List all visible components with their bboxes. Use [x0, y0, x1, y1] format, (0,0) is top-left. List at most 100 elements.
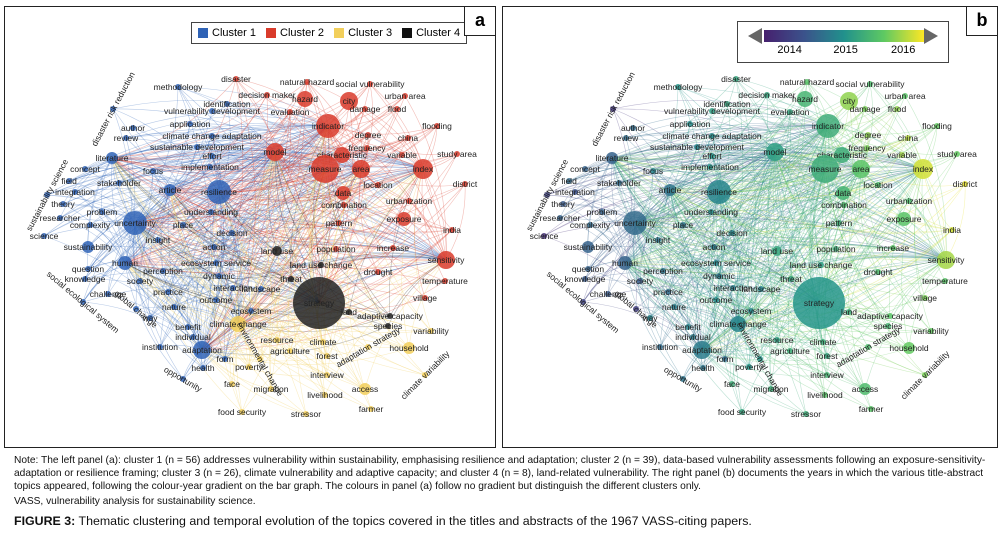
- edge-line: [624, 262, 689, 328]
- edge-line: [735, 151, 776, 413]
- node-insight: [155, 237, 161, 243]
- edge-line: [710, 209, 947, 261]
- node-label: adaptive capacity: [857, 311, 923, 321]
- node-theory: [60, 201, 66, 207]
- edge-line: [124, 189, 171, 264]
- node-label: disaster: [221, 74, 251, 84]
- node-label: forest: [316, 351, 338, 361]
- edge-line: [582, 191, 720, 303]
- edge-line: [89, 224, 239, 325]
- node-label: challenge: [90, 289, 127, 299]
- edge-line: [611, 139, 924, 170]
- edge-line: [701, 341, 824, 356]
- edge-line: [702, 168, 924, 369]
- edge-line: [360, 168, 466, 187]
- edge-line: [133, 222, 161, 348]
- node-label: species: [874, 321, 903, 331]
- edge-line: [134, 184, 379, 228]
- tick-2015: 2015: [833, 44, 858, 56]
- node-climate-change-adaptation: [709, 133, 715, 139]
- edge-line: [169, 189, 239, 325]
- edge-line: [587, 157, 613, 248]
- node-label: land: [841, 307, 857, 317]
- edge-line: [587, 237, 947, 270]
- panel-b-tag: b: [966, 7, 997, 36]
- edge-line: [634, 165, 924, 224]
- node-label: benefit: [175, 322, 201, 332]
- node-individual: [190, 334, 196, 340]
- node-species: [885, 323, 891, 329]
- node-label: face: [724, 379, 740, 389]
- edge-line: [559, 189, 671, 219]
- node-face: [229, 381, 235, 387]
- node-uncertainty: [623, 211, 647, 235]
- edge-line: [823, 168, 862, 376]
- node-resource: [774, 337, 780, 343]
- node-label: flooding: [922, 121, 952, 131]
- edge-line: [701, 349, 807, 415]
- edge-line: [152, 125, 329, 172]
- edge-line: [790, 255, 947, 280]
- edge-line: [701, 94, 768, 351]
- node-pattern: [336, 220, 342, 226]
- edge-line: [718, 100, 850, 193]
- edge-line: [711, 150, 862, 170]
- edge-line: [820, 252, 947, 266]
- edge-line: [611, 157, 947, 261]
- edge-line: [134, 222, 337, 255]
- edge-line: [776, 168, 826, 341]
- edge-line: [159, 168, 362, 348]
- node-sensitivity: [937, 251, 955, 269]
- edge-line: [218, 191, 322, 266]
- edge-line: [635, 189, 671, 310]
- node-label: location: [363, 180, 393, 190]
- node-label: challenge: [590, 289, 627, 299]
- legend-label: Cluster 3: [348, 27, 393, 39]
- node-variable: [899, 152, 905, 158]
- edge-line: [611, 157, 828, 376]
- edge-line: [945, 183, 966, 261]
- edge-line: [260, 168, 362, 290]
- edge-line: [584, 151, 776, 280]
- edge-line: [634, 184, 879, 228]
- edge-line: [111, 125, 438, 170]
- node-forest: [324, 353, 330, 359]
- node-label: study area: [437, 149, 477, 159]
- edge-line: [687, 125, 829, 328]
- edge-line: [125, 134, 326, 170]
- edge-line: [369, 83, 424, 170]
- edge-line: [701, 250, 778, 351]
- edge-line: [43, 235, 203, 351]
- edge-line: [74, 191, 203, 351]
- edge-line: [243, 151, 276, 368]
- edge-line: [737, 168, 826, 325]
- edge-line: [634, 98, 806, 224]
- edge-line: [731, 125, 829, 234]
- edge-line: [201, 78, 244, 351]
- node-frequency: [864, 145, 870, 151]
- edge-line: [692, 125, 829, 338]
- node-exposure: [897, 212, 911, 226]
- edge-line: [611, 157, 720, 193]
- node-label: temperature: [422, 276, 468, 286]
- edge-line: [652, 149, 776, 172]
- edge-line: [731, 227, 947, 261]
- edge-line: [669, 189, 761, 360]
- node-review: [123, 135, 129, 141]
- edge-line: [634, 168, 826, 224]
- edge-line: [414, 168, 426, 299]
- node-label: methodology: [154, 82, 203, 92]
- node-sustainability: [82, 241, 94, 253]
- edge-line: [82, 125, 329, 303]
- edge-line: [611, 157, 824, 343]
- edge-line: [74, 187, 447, 261]
- edge-line: [274, 151, 391, 317]
- edge-line: [132, 127, 239, 325]
- edge-line: [187, 125, 329, 328]
- edge-line: [326, 259, 447, 357]
- edge-line: [124, 262, 239, 325]
- edge-line: [134, 137, 409, 224]
- edge-line: [112, 108, 220, 193]
- edge-line: [201, 346, 369, 362]
- node-label: flooding: [422, 121, 452, 131]
